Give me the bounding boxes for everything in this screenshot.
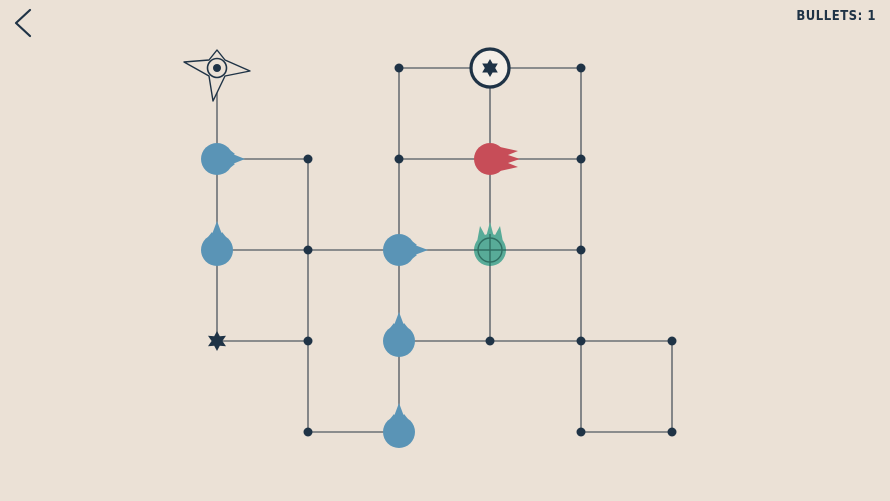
bullets-count: 1 xyxy=(867,9,876,24)
star-target-icon[interactable] xyxy=(469,47,511,89)
node[interactable] xyxy=(303,336,313,346)
node[interactable] xyxy=(303,245,313,255)
node[interactable] xyxy=(667,427,677,437)
graph-edges xyxy=(216,67,673,433)
blue-blob-enemy-icon[interactable] xyxy=(201,221,233,266)
blue-blob-enemy-icon[interactable] xyxy=(383,234,428,266)
node[interactable] xyxy=(485,336,495,346)
red-blob-enemy-icon[interactable] xyxy=(474,143,520,175)
bullets-label: BULLETS: xyxy=(796,9,863,24)
back-button[interactable] xyxy=(8,6,42,40)
node[interactable] xyxy=(303,427,313,437)
spiky-mine-icon xyxy=(208,331,226,351)
node[interactable] xyxy=(303,154,313,164)
node[interactable] xyxy=(576,427,586,437)
node[interactable] xyxy=(576,245,586,255)
node[interactable] xyxy=(576,154,586,164)
blue-blob-enemy-icon[interactable] xyxy=(383,403,415,448)
blue-blob-enemy-icon[interactable] xyxy=(383,312,415,357)
chevron-left-icon xyxy=(14,8,32,38)
node[interactable] xyxy=(394,63,404,73)
green-crosshair-enemy-icon[interactable] xyxy=(474,222,506,266)
node[interactable] xyxy=(667,336,677,346)
shuriken-player-icon[interactable] xyxy=(183,49,251,102)
blue-blob-enemy-icon[interactable] xyxy=(201,143,245,175)
node[interactable] xyxy=(576,63,586,73)
node[interactable] xyxy=(394,154,404,164)
graph-nodes xyxy=(303,63,677,437)
bullets-counter: BULLETS: 1 xyxy=(796,9,876,24)
node[interactable] xyxy=(576,336,586,346)
